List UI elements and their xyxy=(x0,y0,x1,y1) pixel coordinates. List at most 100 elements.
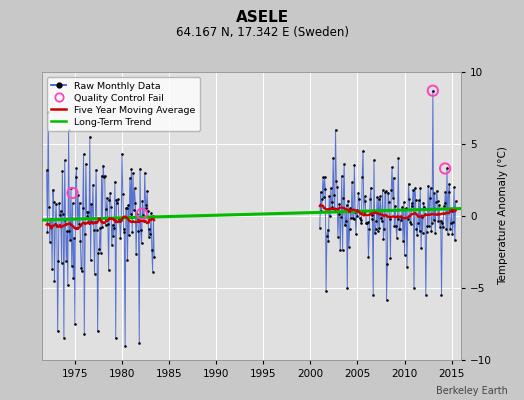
Point xyxy=(370,230,379,236)
Point xyxy=(433,188,441,194)
Point xyxy=(356,216,365,223)
Point xyxy=(420,204,429,210)
Point xyxy=(53,328,62,334)
Point xyxy=(137,240,146,246)
Point xyxy=(439,224,447,230)
Point xyxy=(392,223,400,229)
Point xyxy=(56,212,64,218)
Point xyxy=(141,202,150,208)
Legend: Raw Monthly Data, Quality Control Fail, Five Year Moving Average, Long-Term Tren: Raw Monthly Data, Quality Control Fail, … xyxy=(47,77,200,131)
Point xyxy=(369,292,377,298)
Point xyxy=(374,228,382,234)
Point xyxy=(370,157,378,163)
Point xyxy=(398,204,407,210)
Point xyxy=(48,266,56,273)
Point xyxy=(383,296,391,303)
Point xyxy=(114,196,122,202)
Point xyxy=(73,225,81,232)
Point xyxy=(63,227,71,234)
Point xyxy=(430,217,438,223)
Point xyxy=(451,237,459,243)
Point xyxy=(315,224,324,231)
Point xyxy=(368,216,377,223)
Point xyxy=(372,226,380,232)
Point xyxy=(450,184,458,190)
Point xyxy=(49,186,57,193)
Point xyxy=(337,214,345,220)
Point xyxy=(143,188,151,194)
Point xyxy=(361,198,369,205)
Point xyxy=(84,208,92,215)
Point xyxy=(321,186,330,192)
Point xyxy=(445,181,454,187)
Point xyxy=(57,260,66,266)
Point xyxy=(436,217,445,224)
Point xyxy=(375,225,384,231)
Point xyxy=(123,204,131,211)
Point xyxy=(47,216,56,222)
Point xyxy=(86,257,95,264)
Point xyxy=(431,230,440,237)
Point xyxy=(116,235,125,242)
Point xyxy=(410,285,418,291)
Point xyxy=(104,221,112,228)
Point xyxy=(331,126,340,133)
Point xyxy=(126,174,134,181)
Point xyxy=(449,230,457,237)
Point xyxy=(70,235,78,241)
Point xyxy=(430,190,439,196)
Point xyxy=(126,211,135,218)
Point xyxy=(120,229,128,236)
Point xyxy=(82,209,91,215)
Point xyxy=(447,208,456,214)
Point xyxy=(386,255,395,261)
Point xyxy=(401,206,410,212)
Point xyxy=(93,227,101,233)
Point xyxy=(80,331,89,337)
Point xyxy=(49,198,58,205)
Point xyxy=(118,191,127,197)
Point xyxy=(100,174,108,181)
Point xyxy=(406,219,414,226)
Point xyxy=(52,223,61,230)
Point xyxy=(90,270,99,277)
Point xyxy=(140,170,149,176)
Point xyxy=(436,224,444,230)
Point xyxy=(96,224,104,231)
Point xyxy=(357,220,366,226)
Point xyxy=(341,222,349,229)
Point xyxy=(355,196,363,202)
Point xyxy=(138,197,147,204)
Point xyxy=(384,189,392,196)
Point xyxy=(414,197,423,204)
Point xyxy=(411,185,419,191)
Point xyxy=(422,292,430,298)
Point xyxy=(140,218,148,224)
Point xyxy=(89,181,97,188)
Point xyxy=(446,226,454,232)
Point xyxy=(124,202,133,208)
Point xyxy=(381,189,389,196)
Point xyxy=(105,197,114,203)
Point xyxy=(397,217,405,224)
Point xyxy=(90,226,98,233)
Point xyxy=(343,285,352,291)
Point xyxy=(121,342,129,349)
Point xyxy=(74,192,82,198)
Point xyxy=(144,208,152,214)
Point xyxy=(122,205,130,211)
Point xyxy=(92,167,100,173)
Point xyxy=(380,226,388,232)
Text: 64.167 N, 17.342 E (Sweden): 64.167 N, 17.342 E (Sweden) xyxy=(176,26,348,39)
Point xyxy=(348,179,356,186)
Point xyxy=(68,190,77,196)
Point xyxy=(58,168,67,174)
Point xyxy=(129,170,137,176)
Point xyxy=(43,229,51,236)
Point xyxy=(394,155,402,162)
Point xyxy=(427,184,435,191)
Point xyxy=(329,154,337,161)
Point xyxy=(88,218,96,225)
Point xyxy=(452,198,460,204)
Point xyxy=(123,257,132,264)
